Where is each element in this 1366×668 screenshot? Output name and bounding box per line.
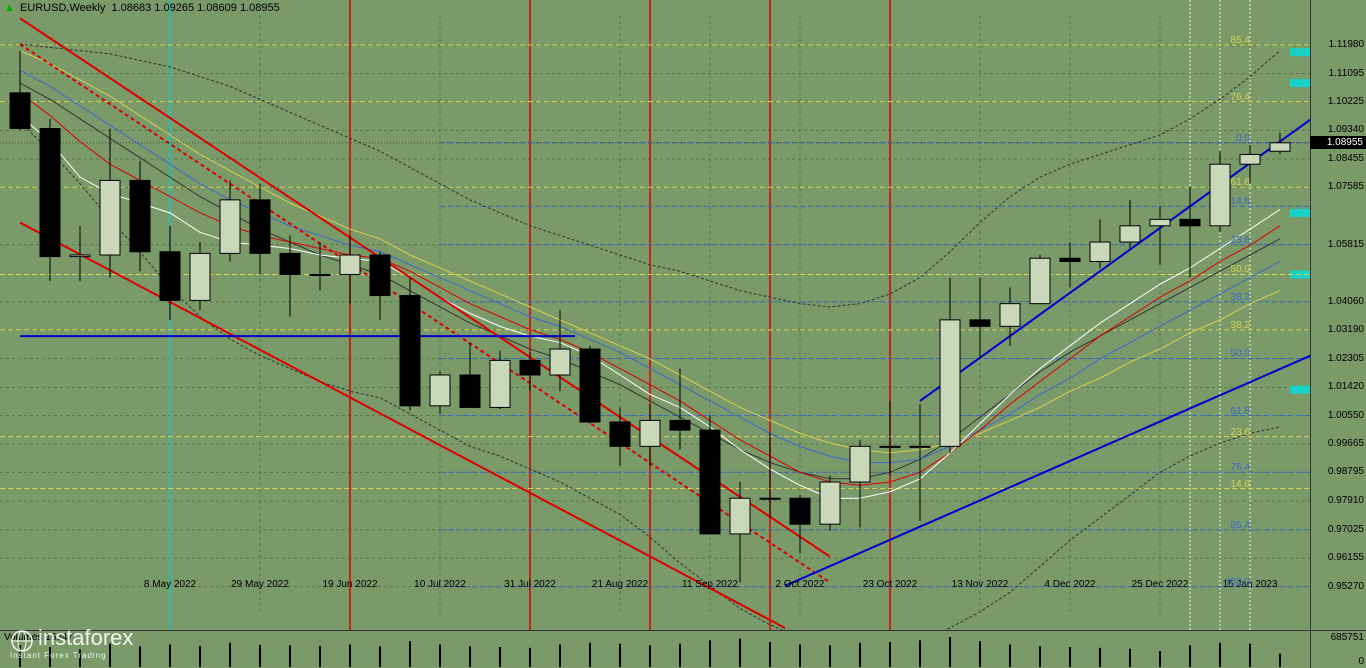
fib-blue-label: 76.4 — [1231, 462, 1250, 473]
volume-axis: 685751 0 — [1310, 630, 1366, 668]
y-tick-label: 1.01420 — [1312, 381, 1364, 392]
x-tick-label: 21 Aug 2022 — [592, 579, 648, 590]
chart-svg — [0, 0, 1310, 630]
timeframe-label: Weekly — [69, 2, 105, 14]
x-tick-label: 11 Sep 2022 — [682, 579, 738, 590]
current-price-box: 1.08955 — [1310, 136, 1366, 149]
y-tick-label: 0.98795 — [1312, 466, 1364, 477]
fib-yellow-label: 38.2 — [1231, 320, 1250, 331]
fib-blue-label: 85.4 — [1231, 520, 1250, 531]
chart-title: ▲ EURUSD,Weekly 1.08683 1.09265 1.08609 … — [4, 2, 280, 14]
ohlc-low: 1.08609 — [197, 2, 237, 14]
x-tick-label: 23 Oct 2022 — [863, 579, 917, 590]
x-tick-label: 4 Dec 2022 — [1044, 579, 1095, 590]
x-tick-label: 29 May 2022 — [231, 579, 289, 590]
volume-axis-min: 0 — [1312, 656, 1364, 667]
y-tick-label: 1.02305 — [1312, 353, 1364, 364]
y-tick-label: 1.05815 — [1312, 239, 1364, 250]
fib-yellow-label: 50.0 — [1231, 264, 1250, 275]
x-tick-label: 2 Oct 2022 — [776, 579, 825, 590]
logo-text: instaforex — [38, 625, 133, 650]
price-axis: 1.11980 1.11095 1.10225 1.09340 1.08455 1.075… — [1310, 0, 1366, 630]
fib-blue-label: 100.0 — [1225, 577, 1250, 588]
logo-tagline: Instant Forex Trading — [10, 651, 133, 660]
y-tick-label: 0.97025 — [1312, 524, 1364, 535]
x-tick-label: 25 Dec 2022 — [1132, 579, 1189, 590]
y-tick-label: 1.09340 — [1312, 124, 1364, 135]
fib-yellow-label: 23.6 — [1231, 427, 1250, 438]
y-tick-label: 1.11095 — [1312, 68, 1364, 79]
y-tick-label: 0.96155 — [1312, 552, 1364, 563]
chart-container: 8 May 2022 29 May 2022 19 Jun 2022 10 Jul 2… — [0, 0, 1366, 668]
main-plot-area[interactable]: 8 May 2022 29 May 2022 19 Jun 2022 10 Jul 2… — [0, 0, 1310, 630]
ohlc-open: 1.08683 — [111, 2, 151, 14]
fib-yellow-label: 14.6 — [1231, 479, 1250, 490]
y-tick-label: 0.99665 — [1312, 438, 1364, 449]
fib-yellow-label: 61.8 — [1231, 177, 1250, 188]
fib-blue-label: 14.6 — [1231, 196, 1250, 207]
direction-arrow-icon: ▲ — [4, 2, 15, 14]
y-tick-label: 1.04060 — [1312, 296, 1364, 307]
x-tick-label: 10 Jul 2022 — [414, 579, 466, 590]
fib-blue-label: 38.2 — [1231, 292, 1250, 303]
x-tick-label: 8 May 2022 — [144, 579, 196, 590]
volume-svg — [0, 631, 1310, 668]
fib-yellow-label: 76.4 — [1231, 92, 1250, 103]
y-tick-label: 1.11980 — [1312, 39, 1364, 50]
fib-yellow-label: 85.4 — [1231, 35, 1250, 46]
symbol-label: EURUSD — [20, 2, 66, 14]
y-tick-label: 1.03190 — [1312, 324, 1364, 335]
watermark-logo: instaforex Instant Forex Trading — [10, 625, 133, 660]
x-tick-label: 13 Nov 2022 — [952, 579, 1009, 590]
fib-blue-label: 23.6 — [1231, 235, 1250, 246]
ohlc-high: 1.09265 — [154, 2, 194, 14]
y-tick-label: 1.10225 — [1312, 96, 1364, 107]
x-tick-label: 31 Jul 2022 — [504, 579, 556, 590]
fib-blue-label: 50.0 — [1231, 348, 1250, 359]
x-tick-label: 19 Jun 2022 — [322, 579, 377, 590]
y-tick-label: 0.95270 — [1312, 581, 1364, 592]
fib-blue-label: 61.8 — [1231, 406, 1250, 417]
globe-icon — [10, 629, 34, 653]
fib-blue-label: 0.0 — [1236, 133, 1250, 144]
y-tick-label: 0.97910 — [1312, 495, 1364, 506]
ohlc-close: 1.08955 — [240, 2, 280, 14]
y-tick-label: 1.08455 — [1312, 153, 1364, 164]
volume-axis-max: 685751 — [1312, 632, 1364, 643]
volume-area — [0, 630, 1310, 668]
y-tick-label: 1.07585 — [1312, 181, 1364, 192]
y-tick-label: 1.00550 — [1312, 410, 1364, 421]
